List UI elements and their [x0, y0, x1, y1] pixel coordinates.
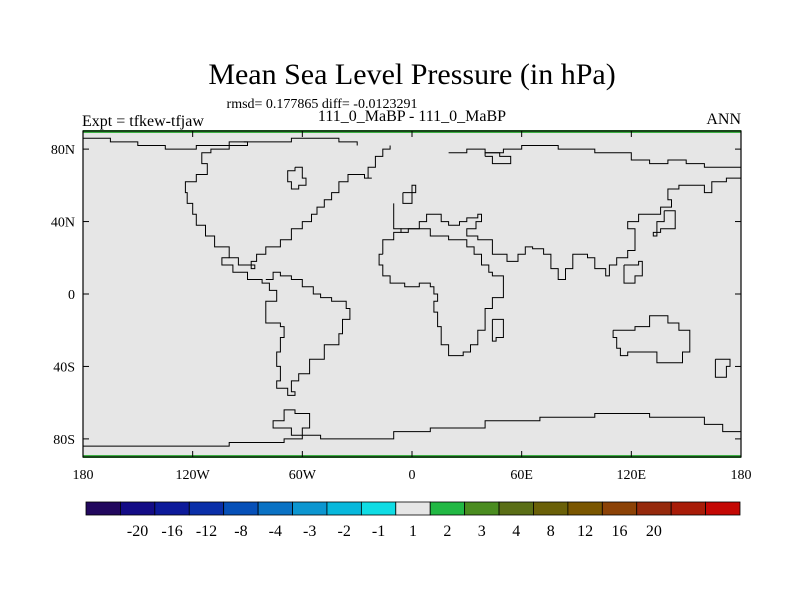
coastline-1 [243, 137, 358, 146]
x-tick-label-4: 60E [510, 468, 533, 483]
colorbar-box-7 [326, 501, 362, 516]
colorbar-box-12 [498, 501, 534, 516]
colorbar-label-13: 12 [577, 523, 593, 540]
colorbar-box-6 [292, 501, 328, 516]
coastline-9 [221, 257, 351, 396]
colorbar-label-10: 3 [478, 523, 486, 540]
coastline-2 [287, 166, 307, 190]
colorbar-box-5 [257, 501, 293, 516]
colorbar-label-2: -12 [196, 523, 217, 540]
map-layer [83, 130, 741, 458]
coastline-11 [491, 318, 504, 342]
coastline-13 [714, 358, 731, 378]
y-tick-label-3: 40S [53, 360, 75, 375]
colorbar-box-16 [636, 501, 672, 516]
colorbar-box-18 [705, 501, 741, 516]
colorbar-label-5: -3 [303, 523, 316, 540]
stats-text: rmsd= 0.177865 diff= -0.0123291 [227, 97, 418, 112]
chart-subtitle: 111_0_MaBP - 111_0_MaBP [318, 108, 506, 125]
colorbar-label-7: -1 [372, 523, 385, 540]
colorbar-label-14: 16 [612, 523, 628, 540]
colorbar-label-8: 1 [409, 523, 417, 540]
colorbar-box-13 [533, 501, 569, 516]
y-tick-label-4: 80S [53, 433, 75, 448]
colorbar-label-1: -16 [161, 523, 182, 540]
colorbar-label-11: 4 [512, 523, 520, 540]
coastline-7 [652, 210, 676, 237]
coastline-10 [378, 228, 504, 357]
coastline-6 [484, 152, 512, 165]
coastline-layer [83, 137, 742, 447]
y-tick-label-0: 80N [51, 143, 75, 158]
colorbar-label-12: 8 [547, 523, 555, 540]
colorbar-label-3: -8 [234, 523, 247, 540]
colorbar-box-3 [188, 501, 225, 516]
chart-title: Mean Sea Level Pressure (in hPa) [208, 58, 615, 91]
coastline-8 [623, 260, 643, 284]
axis-layer: 180 120W 60W 0 60E 120E 180 80N 40N 0 40S 80S [51, 130, 752, 483]
x-tick-label-0: 180 [73, 468, 94, 483]
experiment-label: Expt = tfkew-tfjaw [82, 113, 204, 130]
colorbar-box-17 [670, 501, 706, 516]
colorbar-box-11 [464, 501, 500, 516]
map-field [83, 131, 741, 457]
coastline-3 [402, 184, 417, 204]
x-tick-label-6: 180 [731, 468, 752, 483]
colorbar-label-0: -20 [127, 523, 148, 540]
colorbar-label-4: -4 [269, 523, 282, 540]
y-tick-label-1: 40N [51, 216, 75, 231]
colorbar-box-8 [360, 501, 397, 516]
x-tick-label-5: 120E [617, 468, 647, 483]
colorbar-box-15 [601, 501, 638, 516]
colorbar-box-0 [85, 501, 121, 516]
x-tick-label-1: 120W [176, 468, 211, 483]
coastline-4 [393, 174, 742, 280]
colorbar-label-6: -2 [338, 523, 351, 540]
y-tick-label-2: 0 [68, 288, 75, 303]
colorbar-box-1 [120, 501, 156, 516]
coastline-0 [83, 137, 391, 270]
colorbar-box-4 [223, 501, 259, 516]
colorbar-label-15: 20 [646, 523, 662, 540]
colorbar-box-9 [395, 501, 431, 516]
colorbar-box-14 [567, 501, 603, 516]
colorbar-label-9: 2 [443, 523, 451, 540]
coastline-12 [612, 315, 691, 364]
colorbar-box-10 [429, 501, 466, 516]
x-tick-label-3: 0 [409, 468, 416, 483]
colorbar: -20 -16 -12 -8 -4 -3 -2 -1 1 2 3 4 8 12 16 20 [85, 501, 741, 540]
season-label: ANN [706, 111, 741, 128]
x-tick-label-2: 60W [289, 468, 317, 483]
colorbar-box-2 [154, 501, 190, 516]
coastline-14 [83, 409, 742, 447]
